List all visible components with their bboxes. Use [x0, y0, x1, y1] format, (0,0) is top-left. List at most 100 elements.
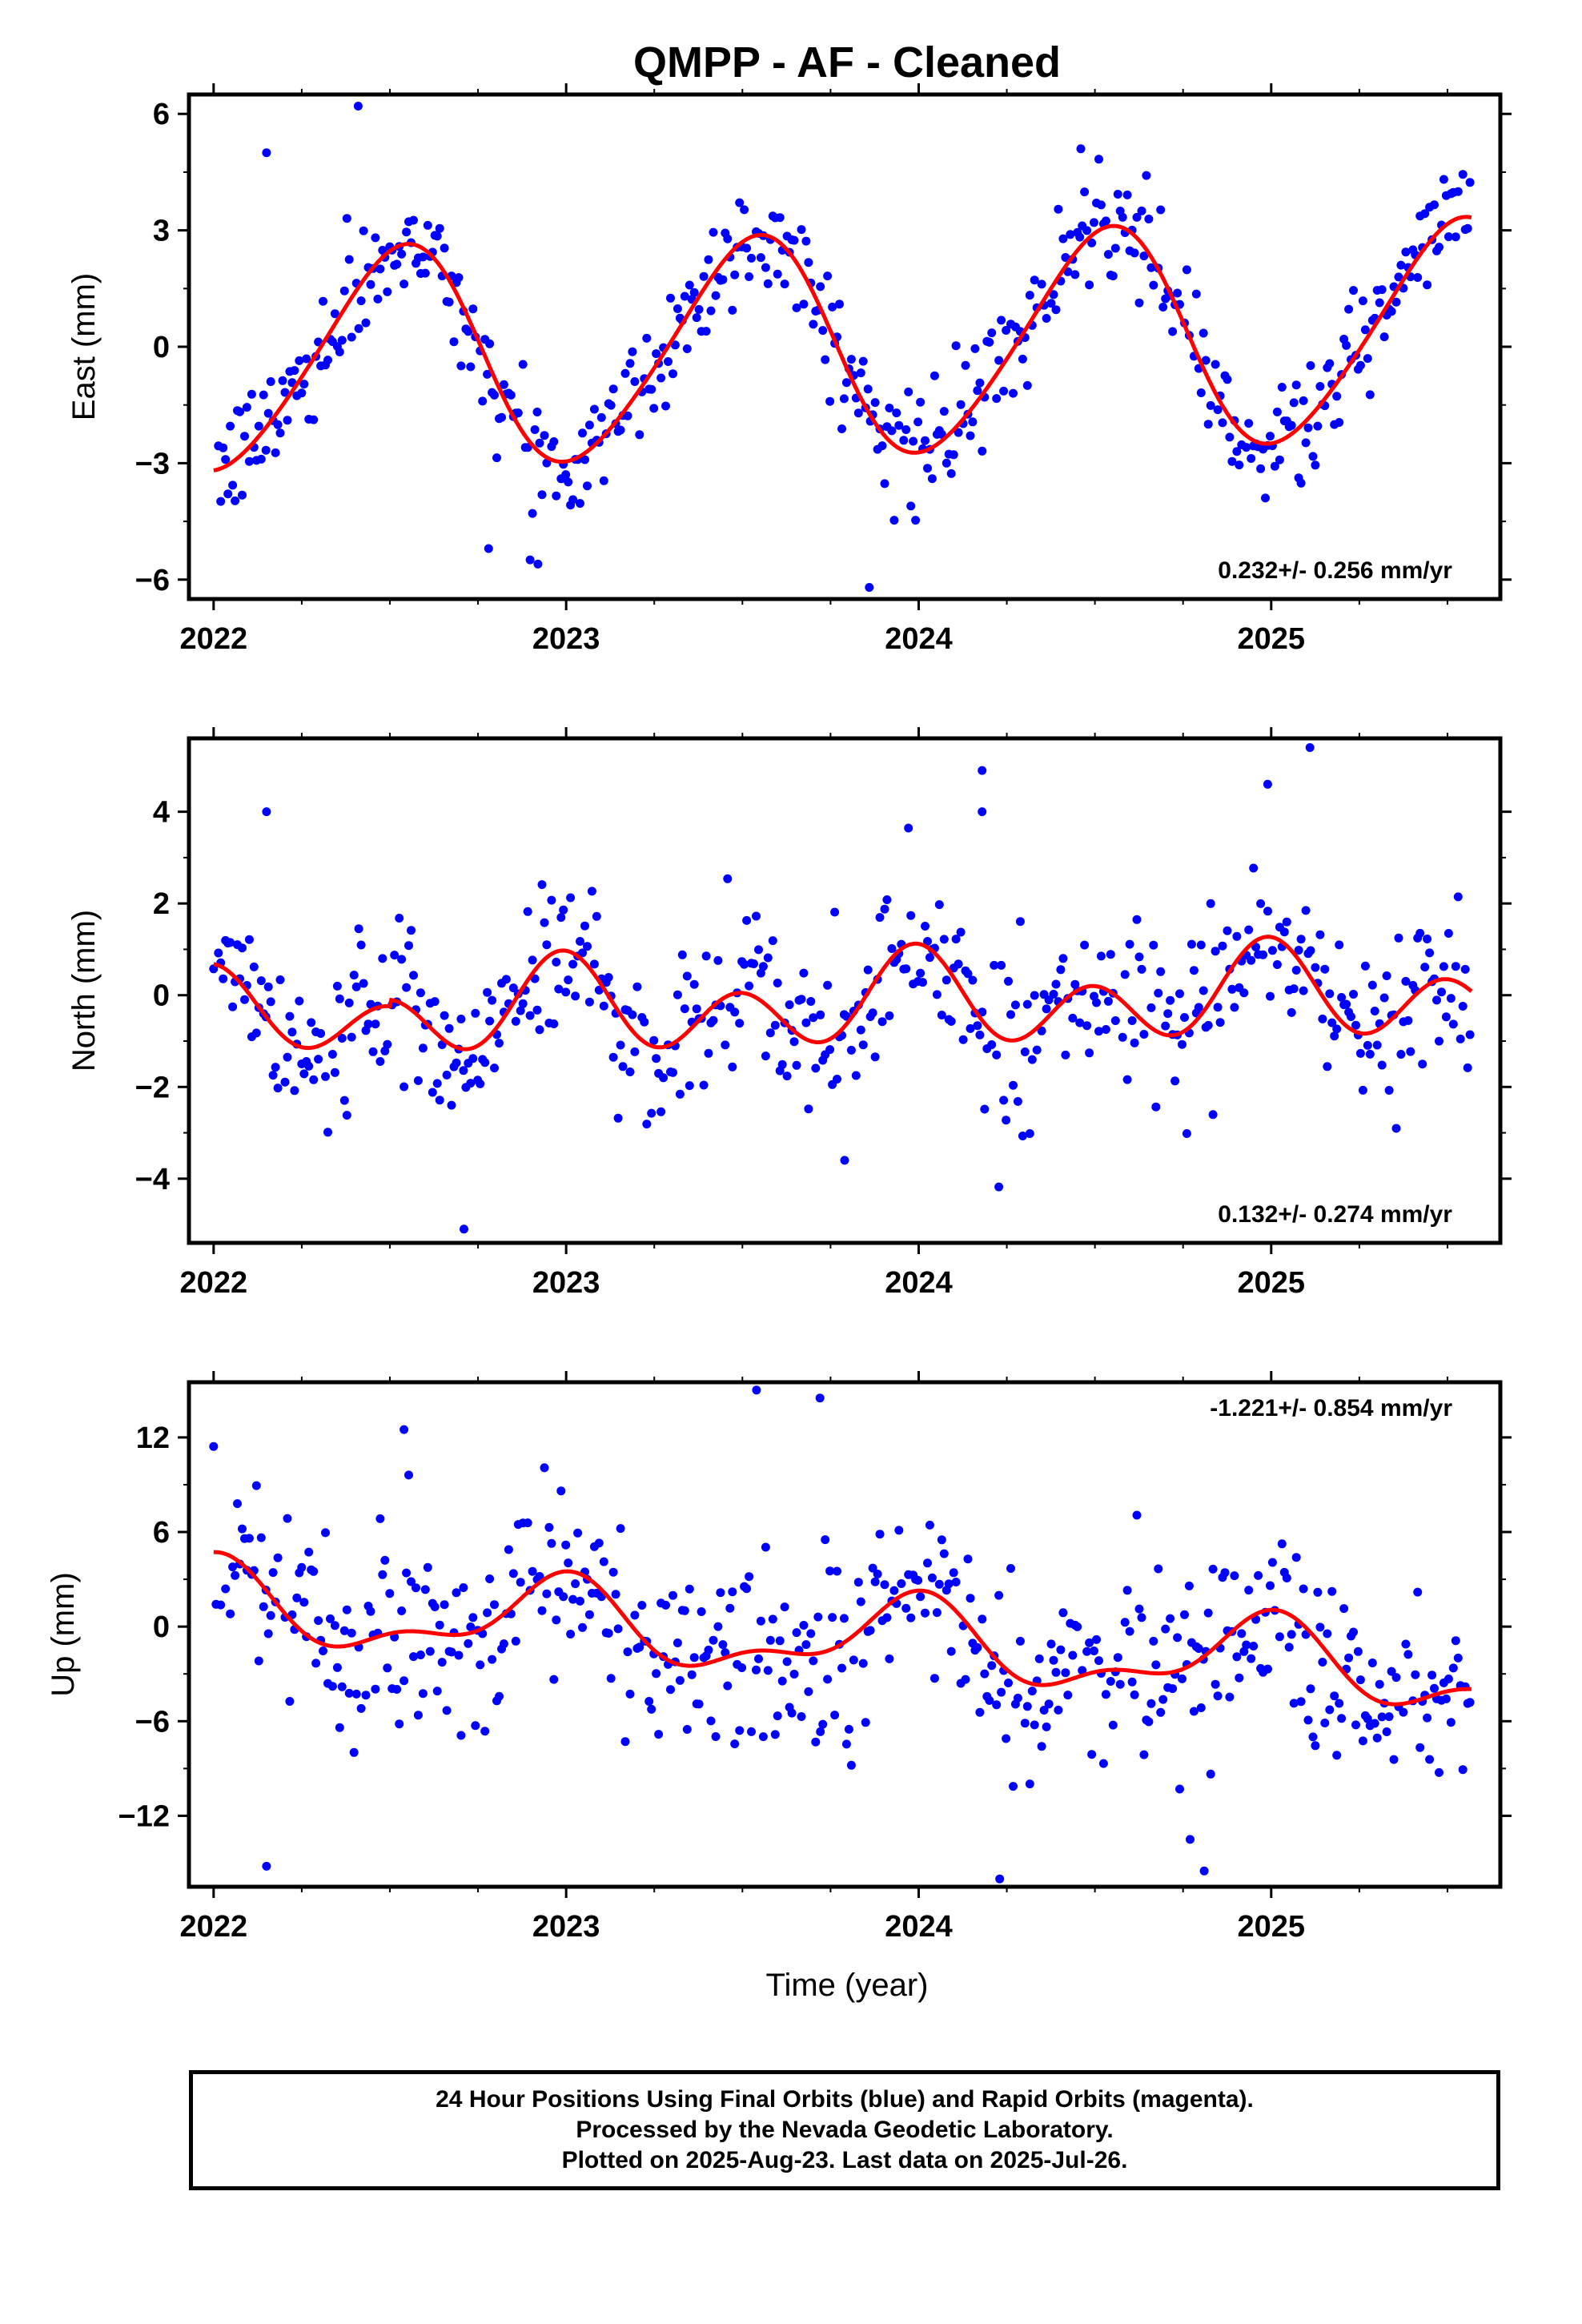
data-point	[235, 407, 244, 416]
data-point	[292, 1593, 302, 1602]
data-point	[435, 223, 444, 233]
data-point	[511, 1636, 520, 1646]
data-point	[1232, 1652, 1242, 1662]
y-tick-label: −2	[135, 1071, 170, 1104]
data-point	[395, 914, 404, 923]
data-point	[1443, 232, 1453, 242]
data-point	[906, 1613, 916, 1622]
data-point	[1120, 970, 1130, 979]
data-point	[1025, 291, 1034, 300]
data-point	[1046, 299, 1056, 308]
data-point	[407, 926, 416, 935]
data-point	[939, 407, 949, 416]
data-point	[309, 1566, 319, 1576]
data-point	[464, 327, 473, 336]
data-point	[1275, 455, 1284, 464]
data-point	[1311, 460, 1320, 470]
data-point	[1149, 1636, 1158, 1646]
data-point	[413, 1076, 423, 1085]
outlier-point	[460, 1224, 468, 1234]
data-point	[689, 979, 699, 989]
data-point	[868, 1563, 877, 1573]
data-point	[383, 1663, 392, 1673]
data-point	[742, 1584, 752, 1594]
data-point	[1247, 1654, 1256, 1663]
north-model-curve	[213, 935, 1473, 1051]
data-point	[1247, 454, 1256, 463]
outlier-point	[840, 1156, 849, 1165]
data-point	[659, 1073, 669, 1083]
data-point	[754, 1654, 763, 1663]
data-point	[297, 388, 307, 398]
data-point	[1196, 388, 1206, 397]
data-point	[238, 943, 247, 953]
data-point	[268, 1071, 278, 1080]
data-point	[916, 968, 926, 978]
data-point	[951, 935, 961, 944]
data-point	[1094, 155, 1103, 164]
data-point	[1296, 478, 1306, 488]
data-point	[337, 1682, 347, 1691]
data-point	[1168, 327, 1178, 336]
data-point	[1266, 1581, 1275, 1590]
data-point	[611, 1590, 620, 1599]
chart-title: QMPP - AF - Cleaned	[633, 38, 1061, 86]
data-point	[1365, 1049, 1375, 1059]
data-point	[773, 269, 782, 279]
data-point	[911, 516, 921, 525]
outlier-point	[1305, 743, 1315, 752]
data-point	[442, 1706, 452, 1715]
data-point	[752, 911, 761, 921]
data-point	[1244, 925, 1254, 935]
data-point	[1437, 987, 1446, 997]
data-point	[420, 1585, 430, 1594]
data-point	[927, 474, 937, 484]
data-point	[792, 303, 801, 312]
data-point	[749, 959, 758, 968]
data-point	[1020, 1047, 1030, 1056]
data-point	[518, 999, 528, 1008]
outlier-point	[752, 1385, 761, 1395]
data-point	[1002, 326, 1011, 335]
data-point	[1009, 1782, 1018, 1791]
data-point	[701, 327, 711, 336]
data-point	[1299, 396, 1308, 405]
data-point	[1230, 1003, 1239, 1012]
data-point	[351, 1689, 361, 1699]
data-point	[1049, 290, 1058, 300]
data-point	[1423, 935, 1432, 943]
data-point	[499, 380, 508, 389]
data-point	[432, 231, 442, 241]
data-point	[992, 1700, 1002, 1710]
data-point	[942, 458, 951, 468]
data-point	[1394, 272, 1403, 282]
data-point	[356, 1703, 366, 1713]
data-point	[673, 304, 682, 313]
y-tick-label: −6	[135, 564, 170, 597]
data-point	[311, 1659, 321, 1668]
data-point	[1291, 966, 1301, 975]
data-point	[1068, 1651, 1078, 1660]
data-point	[823, 980, 833, 990]
data-point	[841, 1739, 851, 1749]
data-point	[997, 1687, 1006, 1697]
data-point	[856, 1597, 865, 1606]
outlier-point	[978, 807, 987, 817]
data-point	[1358, 1085, 1367, 1095]
x-tick-label: 2023	[532, 1910, 600, 1944]
data-point	[233, 1499, 242, 1509]
data-point	[559, 905, 568, 915]
data-point	[1458, 1765, 1468, 1775]
data-point	[951, 1578, 961, 1586]
data-point	[680, 1004, 689, 1014]
data-point	[937, 1011, 946, 1019]
data-point	[839, 1614, 849, 1623]
data-point	[251, 1481, 261, 1490]
data-point	[1213, 1003, 1223, 1012]
data-point	[863, 965, 873, 975]
data-point	[923, 464, 932, 473]
data-point	[1420, 209, 1430, 219]
data-point	[853, 408, 863, 418]
data-point	[1132, 915, 1142, 924]
data-point	[970, 344, 980, 353]
